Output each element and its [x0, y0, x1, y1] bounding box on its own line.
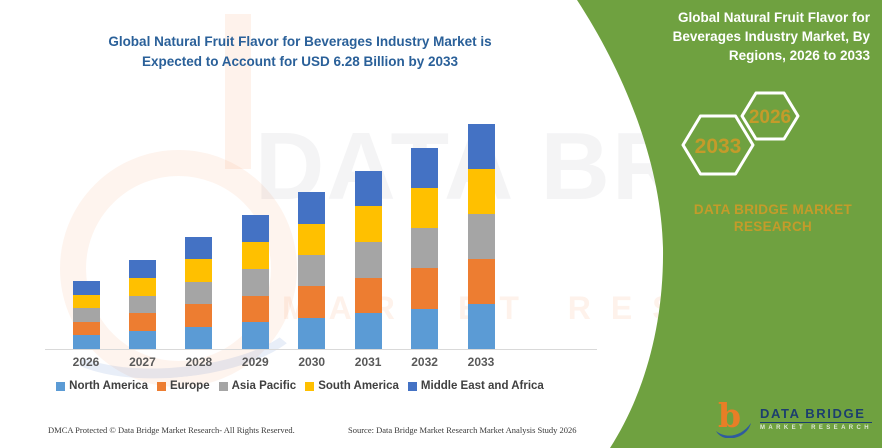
bar-segment-europe [72, 321, 100, 336]
bar-segment-middle-east-and-africa [411, 147, 439, 188]
legend-item-europe: Europe [156, 380, 210, 392]
hexagon-2033 [681, 114, 755, 176]
bar-segment-europe [185, 304, 213, 327]
x-tick-2030: 2030 [298, 355, 326, 369]
bar-segment-south-america [354, 206, 382, 243]
bar-segment-south-america [411, 187, 439, 229]
bar-segment-europe [354, 277, 382, 314]
footer-dmca-text: DMCA Protected © Data Bridge Market Rese… [48, 425, 295, 435]
x-axis-labels: 2026 2027 2028 2029 2030 2031 2032 2033 [72, 355, 495, 369]
legend-swatch-north-america [56, 381, 66, 391]
bar-segment-middle-east-and-africa [298, 192, 326, 224]
legend-swatch-asia-pacific [218, 381, 228, 391]
bar-2030 [298, 192, 326, 349]
bar-segment-middle-east-and-africa [354, 170, 382, 207]
bar-segment-north-america [298, 317, 326, 349]
bar-2028 [185, 236, 213, 349]
bar-2033 [467, 124, 495, 349]
legend-item-middle-east-and-africa: Middle East and Africa [407, 380, 544, 392]
bar-2031 [354, 170, 382, 349]
x-tick-2028: 2028 [185, 355, 213, 369]
bar-segment-middle-east-and-africa [467, 124, 495, 170]
x-tick-2033: 2033 [467, 355, 495, 369]
legend-item-north-america: North America [56, 380, 148, 392]
bar-segment-asia-pacific [411, 228, 439, 269]
bar-2032 [411, 147, 439, 349]
bar-segment-middle-east-and-africa [128, 259, 156, 278]
side-panel-title: Global Natural Fruit Flavor for Beverage… [672, 10, 870, 63]
bar-segment-north-america [185, 326, 213, 349]
legend-item-asia-pacific: Asia Pacific [218, 380, 297, 392]
bar-segment-asia-pacific [128, 295, 156, 314]
x-axis-line [45, 349, 597, 350]
side-panel-shape [577, 0, 882, 448]
bar-segment-asia-pacific [241, 268, 269, 296]
bar-segment-north-america [467, 304, 495, 349]
bar-segment-middle-east-and-africa [185, 236, 213, 260]
year-hexagons: 2026 2033 [681, 91, 800, 176]
bar-segment-europe [241, 295, 269, 323]
hexagon-2033-label: 2033 [695, 135, 742, 158]
x-tick-2026: 2026 [72, 355, 100, 369]
bar-segment-asia-pacific [467, 214, 495, 260]
legend-swatch-europe [156, 381, 166, 391]
logo-brand-text: DATA BRIDGE [760, 406, 873, 423]
legend-swatch-middle-east-and-africa [407, 381, 417, 391]
bar-segment-south-america [241, 242, 269, 269]
bar-segment-north-america [128, 331, 156, 349]
bar-segment-south-america [467, 169, 495, 215]
databridge-logo-icon: b [716, 398, 751, 438]
side-panel-brand-text: DATA BRIDGE MARKET RESEARCH [693, 202, 853, 234]
legend: North America Europe Asia Pacific South Ame… [40, 380, 560, 392]
legend-label-europe: Europe [169, 380, 210, 392]
chart-title-line2: Expected to Account for USD 6.28 Billion… [141, 54, 459, 69]
bar-segment-north-america [354, 313, 382, 349]
legend-swatch-south-america [305, 381, 315, 391]
bar-segment-south-america [72, 294, 100, 309]
bar-segment-europe [298, 286, 326, 318]
x-tick-2029: 2029 [241, 355, 269, 369]
bar-segment-asia-pacific [298, 254, 326, 287]
bars [72, 124, 495, 349]
svg-text:b: b [718, 398, 741, 435]
bar-segment-asia-pacific [72, 308, 100, 322]
bar-2029 [241, 215, 269, 349]
legend-label-asia-pacific: Asia Pacific [231, 380, 297, 392]
bar-segment-asia-pacific [185, 281, 213, 305]
bar-segment-south-america [185, 259, 213, 282]
bar-segment-south-america [298, 223, 326, 255]
x-tick-2031: 2031 [354, 355, 382, 369]
bar-segment-north-america [72, 335, 100, 349]
chart-title: Global Natural Fruit Flavor for Beverage… [55, 32, 545, 72]
bar-segment-north-america [411, 308, 439, 349]
bar-segment-europe [467, 259, 495, 305]
bar-segment-south-america [128, 277, 156, 296]
bar-2027 [128, 259, 156, 349]
bar-segment-middle-east-and-africa [241, 215, 269, 242]
bar-segment-europe [411, 268, 439, 309]
bar-segment-europe [128, 313, 156, 332]
x-tick-2027: 2027 [129, 355, 156, 369]
hexagon-2026 [740, 91, 800, 141]
bar-2026 [72, 281, 100, 349]
hexagon-2026-label: 2026 [749, 107, 791, 128]
chart-title-line1: Global Natural Fruit Flavor for Beverage… [108, 34, 492, 49]
bar-segment-middle-east-and-africa [72, 281, 100, 295]
x-tick-2032: 2032 [411, 355, 438, 369]
logo-sub-text: MARKET RESEARCH [760, 424, 873, 431]
legend-label-north-america: North America [69, 380, 148, 392]
legend-label-south-america: South America [318, 380, 399, 392]
legend-item-south-america: South America [305, 380, 399, 392]
footer-source-text: Source: Data Bridge Market Research Mark… [348, 425, 577, 435]
legend-label-middle-east-and-africa: Middle East and Africa [420, 380, 544, 392]
bar-segment-north-america [241, 322, 269, 349]
bar-segment-asia-pacific [354, 242, 382, 278]
databridge-logo: b DATA BRIDGE MARKET RESEARCH [714, 393, 876, 443]
